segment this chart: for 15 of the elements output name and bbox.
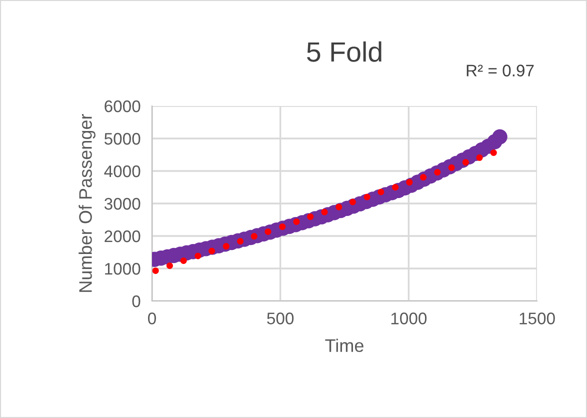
y-tick-label: 6000: [104, 100, 140, 112]
y-tick-label: 4000: [104, 165, 140, 178]
y-tick-label: 0: [132, 295, 140, 308]
x-tick-label: 0: [148, 312, 156, 324]
text: R² = 0.97: [466, 64, 534, 76]
x-axis-title: Time: [325, 338, 364, 352]
y-tick-label: 3000: [104, 198, 140, 210]
x-tick-label: 1500: [520, 312, 555, 324]
y-tick-label: 1000: [105, 262, 140, 275]
y-tick-label: 5000: [104, 132, 140, 145]
y-tick-label: 2000: [104, 230, 140, 242]
x-tick-label: 1000: [391, 312, 427, 324]
y-axis-title: Number Of Passenger: [78, 114, 96, 292]
x-tick-label: 500: [267, 312, 294, 324]
chart-title: 5 Fold: [307, 41, 382, 62]
